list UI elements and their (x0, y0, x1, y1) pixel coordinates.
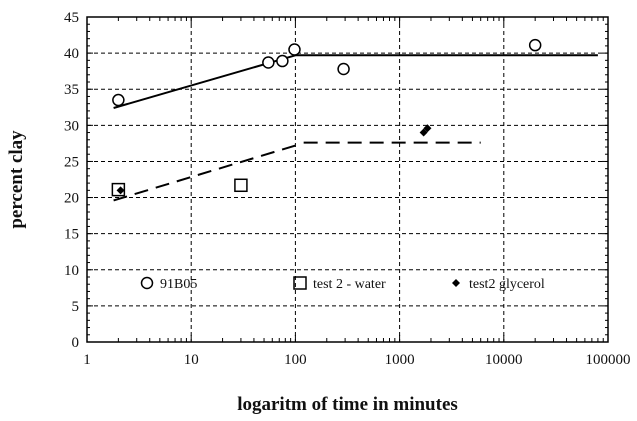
circle-point (276, 54, 289, 68)
axis-ticks (86, 16, 609, 343)
y-tick-label: 30 (64, 118, 79, 134)
circle-point (337, 62, 350, 76)
legend-circle-marker (140, 276, 154, 290)
square-point (111, 182, 126, 197)
grid-lines (87, 17, 608, 342)
y-tick-label: 10 (64, 263, 79, 279)
circle-point (112, 93, 125, 107)
legend-label: test 2 - water (313, 277, 386, 292)
y-axis-title: percent clay (6, 130, 27, 229)
y-tick-label: 25 (64, 154, 79, 170)
legend-square-marker (293, 276, 307, 290)
diamond-point (116, 186, 125, 195)
x-tick-label: 100000 (586, 352, 631, 368)
legend-label: test2 glycerol (469, 277, 545, 292)
y-tick-label: 5 (72, 299, 80, 315)
diamond-point (419, 128, 428, 137)
legend-label: 91B05 (160, 277, 197, 292)
x-tick-label: 1 (83, 352, 91, 368)
circle-point (262, 56, 275, 69)
square-point (234, 178, 248, 193)
x-tick-label: 100 (284, 352, 307, 368)
y-tick-label: 45 (64, 10, 79, 26)
y-tick-label: 20 (64, 191, 79, 207)
data-markers (111, 38, 542, 197)
y-tick-label: 0 (72, 335, 80, 351)
trend-line-dashed (113, 144, 296, 202)
legend: 91B05 test 2 - water test2 glycerol (140, 276, 545, 292)
y-tick-label: 40 (64, 46, 79, 62)
x-tick-label: 10 (184, 352, 199, 368)
x-tick-label: 1000 (385, 352, 415, 368)
circle-point (528, 38, 542, 52)
legend-diamond-marker (452, 279, 460, 287)
tick-labels: 0 5 10 15 20 25 30 35 40 45 1 10 100 1000 10000 100000 (64, 10, 631, 368)
trend-lines (113, 54, 598, 202)
diamond-point (423, 124, 432, 133)
x-axis-title: logaritm of time in minutes (237, 394, 458, 415)
y-tick-label: 15 (64, 227, 79, 243)
x-tick-label: 10000 (485, 352, 523, 368)
y-tick-label: 35 (64, 82, 79, 98)
circle-point (288, 43, 301, 56)
plot-frame (86, 16, 609, 343)
